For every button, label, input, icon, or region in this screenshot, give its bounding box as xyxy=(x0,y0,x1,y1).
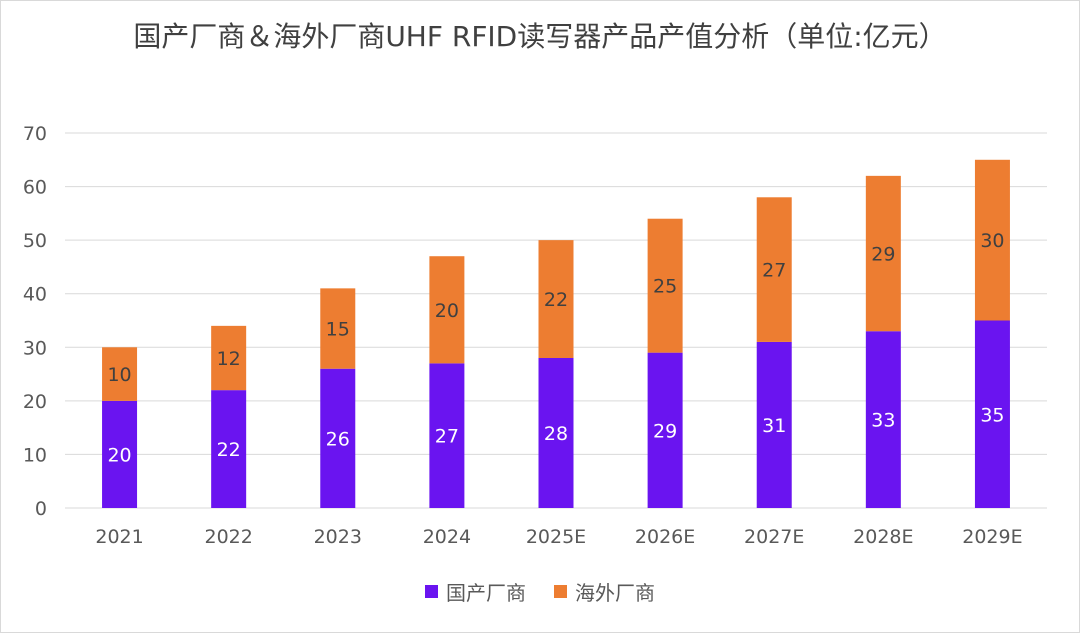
data-label: 31 xyxy=(762,415,786,437)
bar-domestic xyxy=(865,331,901,508)
legend-label: 国产厂商 xyxy=(446,581,526,605)
data-label: 29 xyxy=(653,420,677,442)
x-tick-label: 2024 xyxy=(423,526,471,548)
data-label: 12 xyxy=(217,348,241,370)
data-label: 28 xyxy=(544,423,568,445)
data-label: 20 xyxy=(107,444,131,466)
x-tick-label: 2021 xyxy=(95,526,143,548)
data-label: 30 xyxy=(980,230,1004,252)
x-axis-ticks: 2021 2022 2023 2024 2025E 2026E 2027E 2028E 2029… xyxy=(95,526,1022,548)
bar-overseas xyxy=(756,197,792,342)
legend-swatch xyxy=(425,585,438,598)
chart-title: 国产厂商＆海外厂商UHF RFID读写器产品产值分析（单位:亿元） xyxy=(133,20,947,53)
x-tick-label: 2026E xyxy=(635,526,695,548)
bar-domestic xyxy=(320,368,356,508)
legend-item: 国产厂商 xyxy=(425,577,526,606)
legend-item: 海外厂商 xyxy=(554,577,655,606)
legend: 国产厂商 海外厂商 xyxy=(0,577,1080,606)
data-labels: 20 10 22 12 26 15 27 20 28 22 29 25 31 27 33 29 35 30 xyxy=(107,230,1004,466)
bar-domestic xyxy=(102,400,138,508)
x-tick-label: 2025E xyxy=(526,526,586,548)
data-label: 22 xyxy=(217,439,241,461)
bar-domestic xyxy=(538,358,574,508)
y-tick-label: 70 xyxy=(23,123,47,145)
bar-overseas xyxy=(865,175,901,332)
data-label: 29 xyxy=(871,244,895,266)
y-tick-label: 50 xyxy=(23,230,47,252)
x-tick-label: 2027E xyxy=(744,526,804,548)
y-tick-label: 0 xyxy=(35,498,47,520)
bar-domestic xyxy=(429,363,465,508)
y-tick-label: 10 xyxy=(23,444,47,466)
bar-domestic xyxy=(211,390,247,508)
bar-domestic xyxy=(974,320,1010,508)
y-tick-label: 60 xyxy=(23,177,47,199)
legend-swatch xyxy=(554,585,567,598)
bar-overseas xyxy=(320,288,356,369)
legend-label: 海外厂商 xyxy=(575,581,655,605)
x-tick-label: 2029E xyxy=(962,526,1022,548)
data-label: 33 xyxy=(871,410,895,432)
bar-domestic xyxy=(647,352,683,508)
bar-overseas xyxy=(429,256,465,364)
data-label: 27 xyxy=(762,260,786,282)
data-label: 22 xyxy=(544,289,568,311)
data-label: 27 xyxy=(435,426,459,448)
y-axis-ticks: 0 10 20 30 40 50 60 70 xyxy=(23,123,47,520)
bar-domestic xyxy=(756,341,792,508)
data-label: 35 xyxy=(980,404,1004,426)
y-tick-label: 30 xyxy=(23,337,47,359)
data-label: 25 xyxy=(653,276,677,298)
x-tick-label: 2022 xyxy=(204,526,252,548)
data-label: 15 xyxy=(326,319,350,341)
y-tick-label: 40 xyxy=(23,284,47,306)
bar-overseas xyxy=(211,325,247,391)
bar-overseas xyxy=(538,240,574,358)
data-label: 20 xyxy=(435,300,459,322)
data-label: 10 xyxy=(107,364,131,386)
x-tick-label: 2028E xyxy=(853,526,913,548)
x-tick-label: 2023 xyxy=(314,526,362,548)
bar-overseas xyxy=(974,159,1010,321)
bar-overseas xyxy=(647,218,683,353)
data-label: 26 xyxy=(326,428,350,450)
bar-overseas xyxy=(102,347,138,401)
bars xyxy=(102,159,1010,508)
y-tick-label: 20 xyxy=(23,391,47,413)
